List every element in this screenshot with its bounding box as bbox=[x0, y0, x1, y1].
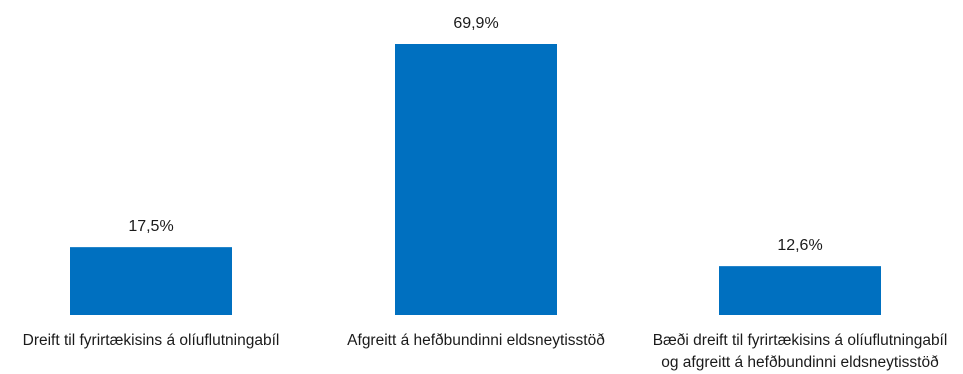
category-labels-group: Dreift til fyrirtækisins á olíuflutninga… bbox=[23, 332, 948, 371]
category-label-2: Afgreitt á hefðbundinni eldsneytisstöð bbox=[347, 332, 605, 349]
bar-1 bbox=[70, 247, 232, 315]
category-label-line: og afgreitt á hefðbundinni eldsneytisstö… bbox=[661, 354, 939, 371]
data-label-2: 69,9% bbox=[453, 15, 498, 32]
category-label-line: Bæði dreift til fyrirtækisins á olíuflut… bbox=[653, 332, 948, 349]
bars-group bbox=[70, 44, 881, 315]
category-label-line: Dreift til fyrirtækisins á olíuflutninga… bbox=[23, 332, 280, 349]
bar-2 bbox=[395, 44, 557, 315]
value-labels-group: 17,5% 69,9% 12,6% bbox=[128, 15, 822, 254]
category-label-line: Afgreitt á hefðbundinni eldsneytisstöð bbox=[347, 332, 605, 349]
data-label-1: 17,5% bbox=[128, 218, 173, 235]
category-label-1: Dreift til fyrirtækisins á olíuflutninga… bbox=[23, 332, 280, 349]
category-label-3: Bæði dreift til fyrirtækisins á olíuflut… bbox=[653, 332, 948, 371]
data-label-3: 12,6% bbox=[777, 237, 822, 254]
bar-3 bbox=[719, 266, 881, 315]
